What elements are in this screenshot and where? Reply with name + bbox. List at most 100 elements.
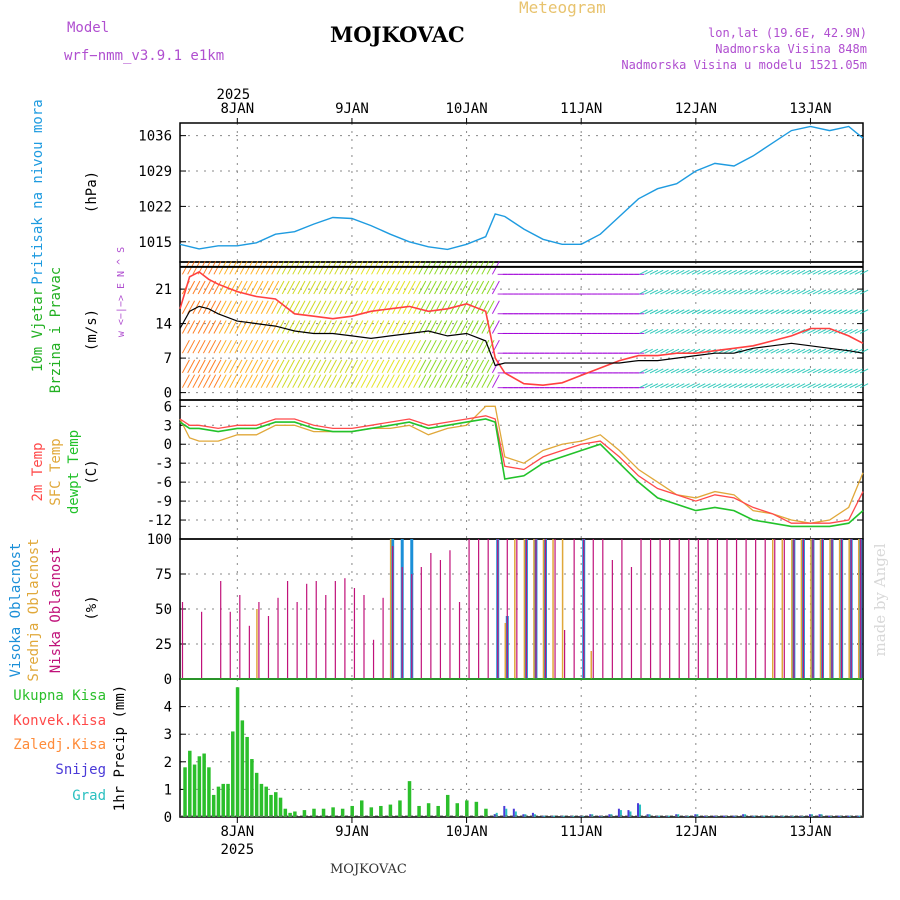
wind-barb [791,329,801,334]
wind-barb [812,348,822,354]
wind-barb [854,269,864,275]
precip-total-bar [240,720,245,817]
wind-barb [250,280,259,295]
wind-barb [697,269,706,275]
wind-barb [444,320,453,334]
wind-barb [318,280,327,295]
wind-barb [723,348,732,354]
wind-barb [318,374,327,388]
wind-barb [639,368,648,374]
wind-barb [271,280,280,295]
y-tick-label: 14 [155,317,172,333]
wind-barb [439,300,448,314]
wind-barb [812,329,822,334]
wind-barb [760,368,769,374]
wind-barb [397,339,406,354]
precip-hail-bar [629,811,632,817]
wind-barb [859,329,869,334]
wind-barb [781,289,790,295]
wind-barb [660,269,669,275]
top-date-label: 8JAN [220,101,254,117]
wind-barb [749,289,759,295]
wind-barb [644,329,653,334]
wind-barb [292,300,301,314]
wind-barb [344,320,353,334]
wind-barb [807,289,816,295]
wind-barb [350,300,358,314]
precip-snow-bar [742,814,745,817]
wind-barb [260,339,269,354]
wind-barb [476,280,485,295]
precip-total-bar [398,800,402,817]
wind-barb [796,348,806,354]
y-tick-label: 2 [164,755,172,771]
wind-barb [455,320,464,334]
wind-barb [260,300,269,314]
precip-total-bar [274,792,278,817]
precip-hail-bar [514,811,517,817]
wind-barb [859,289,869,295]
wind-barb [250,359,259,374]
precip-total-bar [417,805,421,817]
wind-barb [802,329,811,334]
wind-barb [807,383,816,389]
wind-barb [639,348,648,354]
wind-barb [386,280,395,295]
wind-barb [449,359,458,374]
wind-barb [365,339,374,354]
wind-barb [707,329,716,334]
wind-barb [202,359,211,374]
lonlat-text: lon,lat (19.6E, 42.9N) [708,26,867,40]
precip-snow-bar [617,808,620,817]
wind-barb [234,320,243,334]
wind-barb [744,368,753,374]
wind-avg-line [179,305,864,367]
precip-hail-bar [533,814,536,817]
wind-barb [302,280,311,295]
wind-barb [360,374,369,388]
wind-barb [838,269,848,275]
wind-barb [786,309,795,315]
wind-barb [828,269,837,275]
wind-barb [712,269,722,275]
wind-barb [691,309,701,315]
wind-barb [765,309,774,315]
wind-barb [460,320,469,334]
wind-barb [786,383,795,389]
wind-barb [781,368,790,374]
wind-barb [728,329,738,334]
wind-barb [686,309,695,315]
precip-total-bar [250,759,254,817]
precip-hail-bar [782,815,785,817]
wind-barb [239,300,248,314]
wind-barb [271,320,280,334]
wind-barb [476,374,485,388]
wind-barb [365,320,374,334]
wind-barb [250,300,259,314]
wind-barb [702,289,711,295]
wind-barb [707,269,716,275]
wind-barb [655,289,664,295]
wind-barb [181,359,190,374]
wind-barb [339,359,348,374]
wind-barb [276,339,285,354]
y-tick-label: 4 [164,700,172,716]
wind-barb [712,309,722,315]
wind-barb [844,329,853,334]
precip-snow-bar [522,814,525,817]
wind-barb [239,359,248,374]
wind-barb [334,280,343,295]
wind-barb [718,269,727,275]
wind-barb [418,374,427,388]
wind-barb [318,320,327,334]
wind-barb [413,280,421,295]
precip-snow-bar [608,814,611,817]
wind-barb [844,289,853,295]
wind-barb [676,368,685,374]
wind-barb [665,269,674,275]
wind-barb [376,359,385,374]
wind-barb [229,374,238,388]
precip-snow-bar [818,814,821,817]
cloud-unit: (%) [84,595,100,620]
wind-barb [386,374,395,388]
